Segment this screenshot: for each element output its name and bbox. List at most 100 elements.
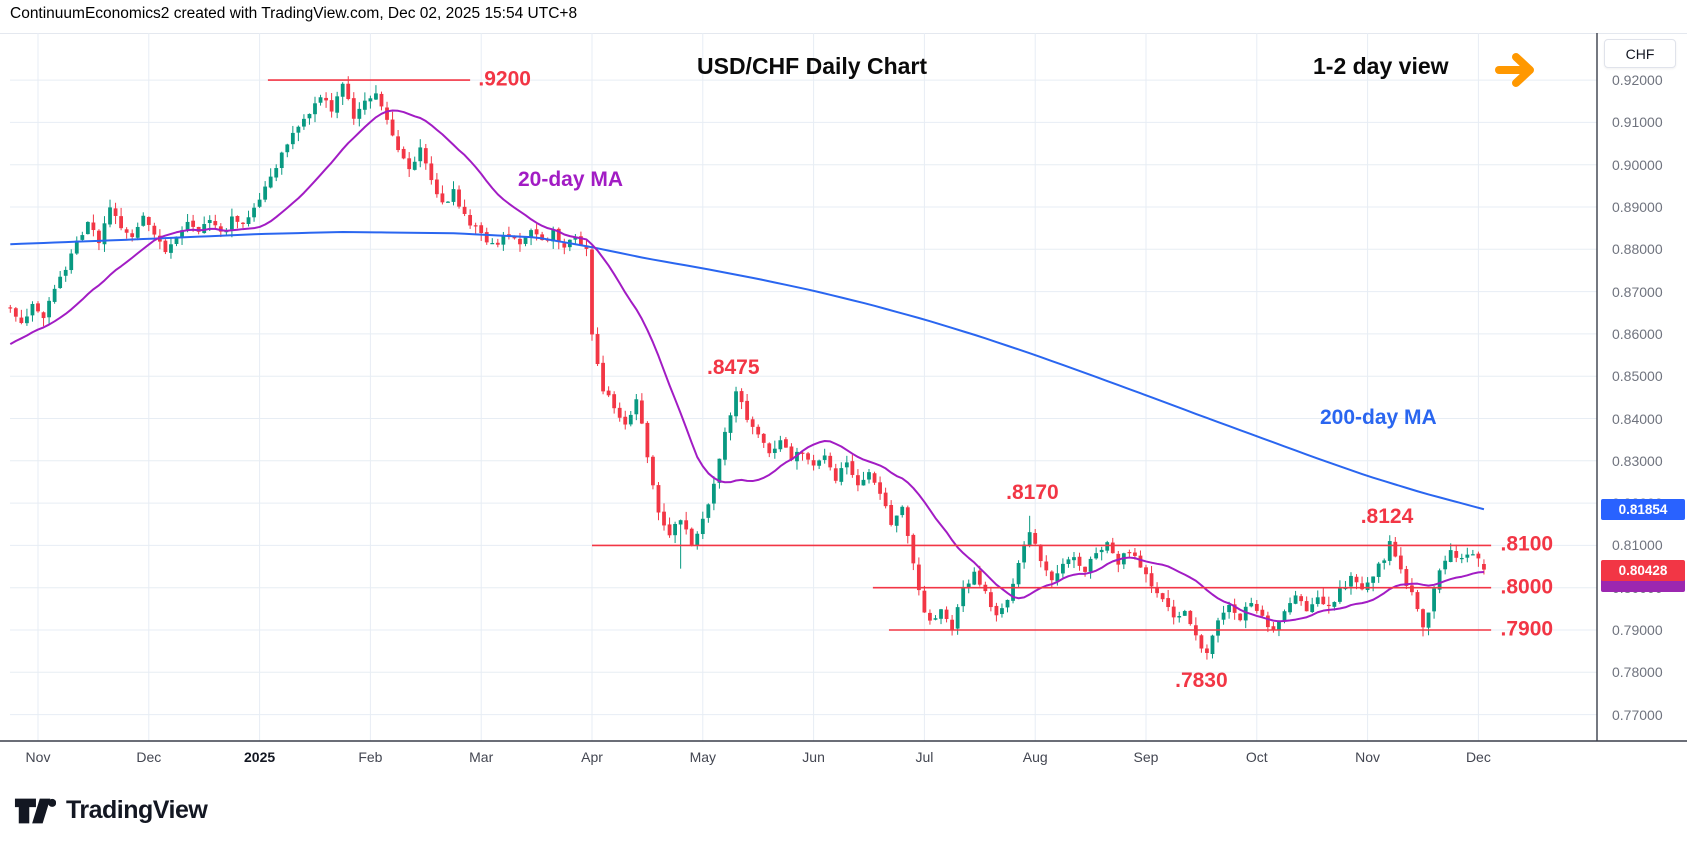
candle-body bbox=[230, 216, 234, 230]
candle-body bbox=[362, 100, 367, 110]
candle-body bbox=[63, 269, 68, 276]
candle-body bbox=[651, 456, 655, 486]
candle-body bbox=[207, 219, 212, 224]
candle-body bbox=[335, 96, 340, 113]
candle-body bbox=[833, 468, 838, 481]
candle-body bbox=[52, 288, 57, 302]
candle-body bbox=[462, 206, 467, 214]
candle-body bbox=[689, 528, 694, 545]
candle-body bbox=[1127, 552, 1132, 554]
candle-body bbox=[47, 300, 51, 318]
candle-body bbox=[1282, 611, 1287, 622]
candle-body bbox=[501, 235, 506, 245]
candle-body bbox=[1022, 544, 1027, 563]
candle-body bbox=[180, 230, 184, 238]
candle-body bbox=[1271, 626, 1276, 630]
candle-body bbox=[767, 443, 772, 454]
candle-body bbox=[1410, 585, 1414, 593]
candle-body bbox=[1288, 603, 1292, 613]
candle-body bbox=[113, 208, 118, 216]
candle-body bbox=[933, 618, 938, 620]
candle-body bbox=[928, 612, 932, 621]
candle-body bbox=[8, 307, 13, 309]
ma20-line bbox=[9, 109, 1485, 623]
candle-body bbox=[867, 472, 871, 480]
candle-body bbox=[617, 407, 622, 418]
candle-body bbox=[839, 468, 844, 482]
candle-body bbox=[169, 244, 173, 253]
candle-body bbox=[418, 147, 423, 162]
candle-body bbox=[601, 362, 605, 392]
candle-body bbox=[556, 228, 561, 243]
candle-body bbox=[1338, 587, 1342, 602]
header-credit: ContinuumEconomics2 created with Trading… bbox=[10, 5, 578, 22]
candle-body bbox=[13, 308, 18, 317]
candle-body bbox=[74, 240, 79, 254]
candle-body bbox=[817, 460, 822, 466]
candle-body bbox=[872, 473, 877, 483]
candle-body bbox=[889, 504, 894, 525]
candle-body bbox=[606, 390, 611, 396]
candle-body bbox=[529, 230, 533, 238]
candle-body bbox=[1243, 606, 1248, 621]
candle-body bbox=[246, 217, 251, 224]
candle-body bbox=[717, 458, 722, 483]
candle-body bbox=[1160, 593, 1165, 600]
candle-body bbox=[961, 587, 966, 607]
candle-body bbox=[1482, 564, 1486, 570]
candle-body bbox=[1454, 551, 1459, 558]
candle-body bbox=[440, 193, 445, 203]
candle-body bbox=[119, 216, 123, 229]
candle-body bbox=[784, 439, 788, 448]
candle-body bbox=[429, 163, 434, 181]
candle-body bbox=[590, 249, 594, 335]
candle-body bbox=[357, 108, 362, 119]
candle-body bbox=[1155, 587, 1159, 594]
candle-body bbox=[252, 207, 256, 218]
candle-body bbox=[1332, 602, 1337, 607]
candle-body bbox=[844, 462, 849, 468]
candle-body bbox=[451, 189, 456, 202]
candle-body bbox=[313, 103, 317, 115]
candle-body bbox=[1437, 570, 1442, 590]
candle-body bbox=[739, 391, 744, 403]
candle-body bbox=[1144, 567, 1148, 575]
candle-body bbox=[85, 221, 90, 235]
candle-body bbox=[1354, 576, 1359, 583]
candle-body bbox=[667, 524, 672, 536]
candle-body bbox=[512, 236, 517, 239]
candle-body bbox=[723, 431, 727, 460]
candle-body bbox=[434, 179, 439, 195]
candle-body bbox=[734, 391, 738, 417]
candle-body bbox=[916, 564, 921, 591]
candle-body bbox=[645, 422, 650, 458]
chart-top-border bbox=[0, 33, 1687, 34]
candle-body bbox=[412, 161, 417, 170]
candle-body bbox=[711, 483, 716, 504]
candle-body bbox=[1365, 582, 1370, 590]
candle-body bbox=[174, 236, 179, 244]
candle-body bbox=[30, 303, 35, 316]
candle-body bbox=[700, 518, 705, 535]
candle-body bbox=[97, 230, 101, 244]
candle-body bbox=[883, 492, 888, 507]
candle-body bbox=[58, 276, 63, 289]
candle-body bbox=[950, 619, 954, 630]
candle-body bbox=[1232, 604, 1237, 613]
candle-body bbox=[241, 222, 245, 224]
candle-body bbox=[340, 83, 345, 97]
candle-body bbox=[19, 317, 24, 324]
candle-body bbox=[811, 460, 816, 466]
candle-body bbox=[1265, 615, 1270, 628]
candle-body bbox=[1421, 609, 1425, 628]
candle-body bbox=[1099, 549, 1104, 553]
candle-body bbox=[706, 504, 711, 518]
candle-body bbox=[285, 144, 290, 153]
candle-body bbox=[1182, 611, 1187, 616]
candle-body bbox=[1149, 573, 1154, 587]
candle-body bbox=[800, 452, 805, 454]
candle-body bbox=[612, 394, 617, 409]
candle-body bbox=[789, 446, 794, 461]
candle-body bbox=[1326, 604, 1331, 607]
